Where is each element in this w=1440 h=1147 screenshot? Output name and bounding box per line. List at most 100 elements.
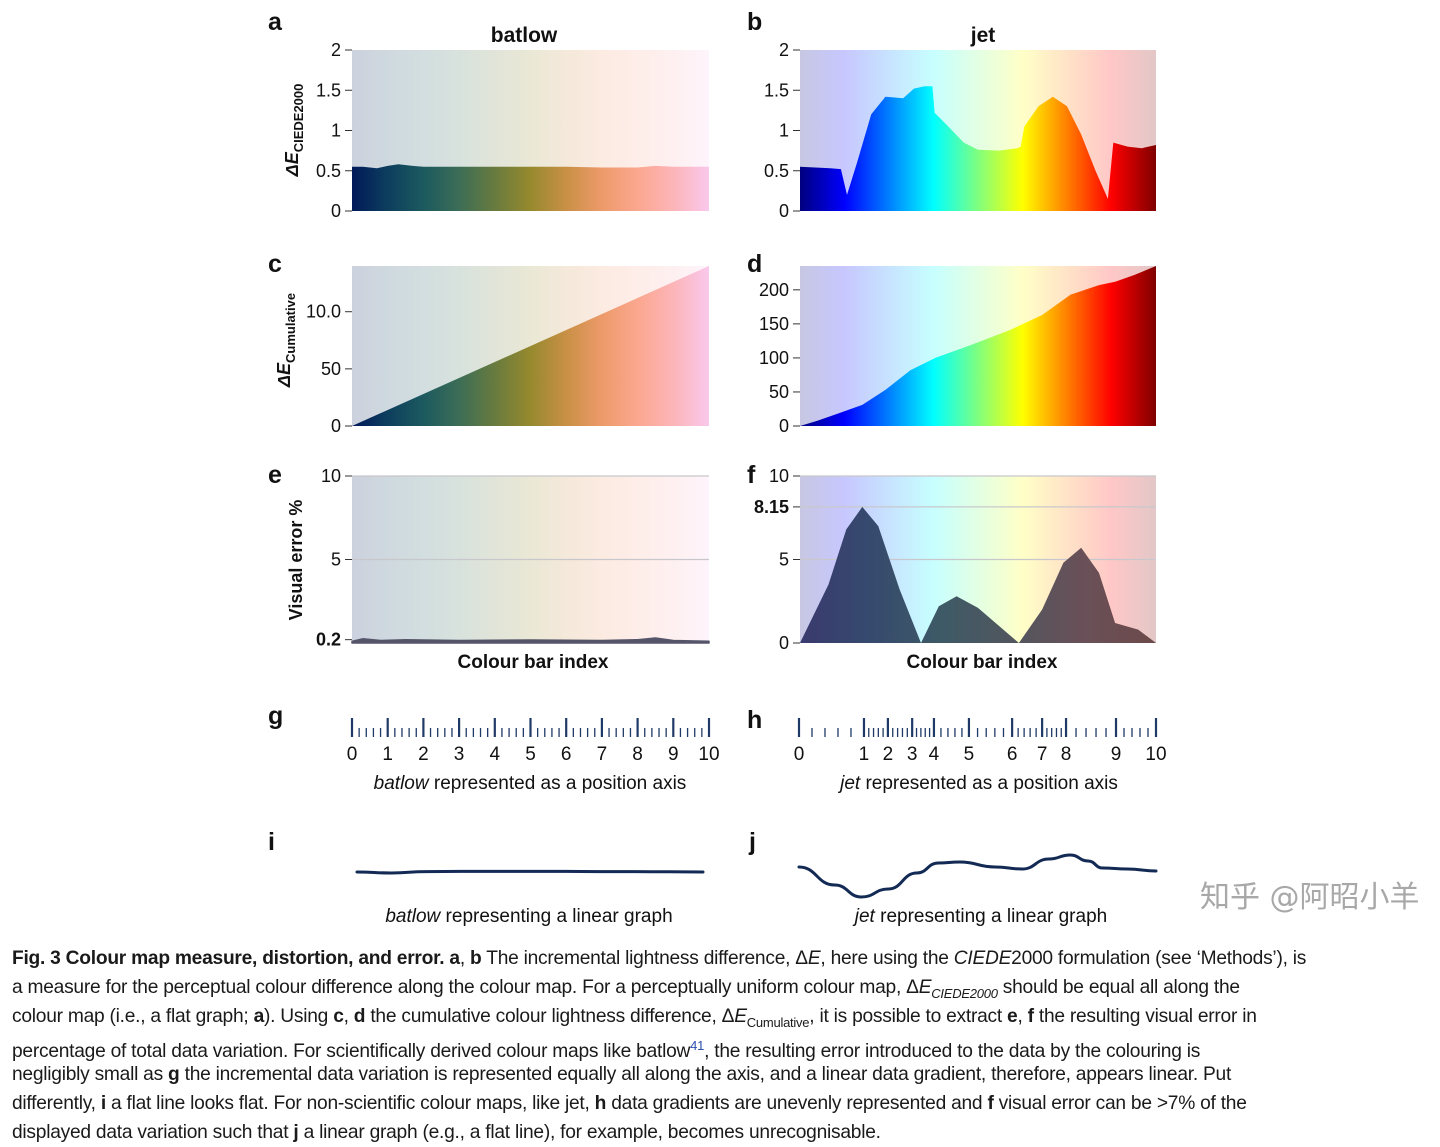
caption-line: a measure for the perceptual colour diff… <box>12 973 1432 1002</box>
axis-tick-label: 8 <box>632 744 643 765</box>
caption-text: a measure for the perceptual colour diff… <box>12 977 919 998</box>
y-tick-label: 0 <box>779 201 789 221</box>
column-title-jet: jet <box>970 24 996 47</box>
caption-text: the resulting visual error in <box>1033 1006 1257 1027</box>
caption-text: j <box>293 1122 299 1143</box>
panel-letter-d: d <box>747 250 762 278</box>
caption-line: colour map (i.e., a flat graph; a). Usin… <box>12 1002 1432 1031</box>
axis-tick-label: 6 <box>561 744 572 765</box>
caption-text: the incremental data variation is repres… <box>179 1064 1232 1085</box>
y-tick-label: 5 <box>331 550 341 570</box>
panel-e-area <box>351 637 710 644</box>
axis-tick-label: 10 <box>698 744 719 765</box>
axis-tick-label: 3 <box>454 744 465 765</box>
caption-text: ). Using <box>263 1006 334 1027</box>
j-caption: jet representing a linear graph <box>852 906 1107 927</box>
panel-letter-a: a <box>268 8 283 36</box>
panel-letter-e: e <box>268 461 282 489</box>
caption-text: f <box>1027 1006 1034 1027</box>
caption-text: c <box>333 1006 344 1027</box>
caption-line: Fig. 3 Colour map measure, distortion, a… <box>12 944 1432 973</box>
caption-text: should be equal all along the <box>997 977 1240 998</box>
y-tick-label: 100 <box>759 348 789 368</box>
caption-text: displayed data variation such that <box>12 1122 294 1143</box>
caption-line: percentage of total data variation. For … <box>12 1031 1432 1062</box>
caption-text: visual error can be >7% of the <box>993 1093 1247 1114</box>
x-axis-title-f: Colour bar index <box>907 652 1058 673</box>
axis-tick-label: 1 <box>859 744 870 765</box>
caption-text: a linear graph (e.g., a flat line), for … <box>298 1122 881 1143</box>
caption-text: a flat line looks flat. For non-scientif… <box>105 1093 595 1114</box>
panel-j-line <box>797 853 1158 899</box>
caption-text: percentage of total data variation. For … <box>12 1041 691 1062</box>
caption-text: colour map (i.e., a flat graph; <box>12 1006 254 1027</box>
watermark: 知乎 @阿昭小羊 <box>1200 880 1420 915</box>
panel-b-area <box>800 86 1156 211</box>
axis-tick-label: 8 <box>1061 744 1072 765</box>
caption-text: i <box>100 1093 106 1114</box>
panel-i-line <box>355 869 705 875</box>
caption-text: f <box>987 1093 994 1114</box>
y-tick-label: 0 <box>331 416 341 436</box>
y-tick-label: 1 <box>779 121 789 141</box>
caption-text: 2000 formulation (see ‘Methods’), is <box>1011 948 1307 969</box>
caption-text: g <box>168 1064 180 1085</box>
column-title-batlow: batlow <box>491 24 558 47</box>
caption-text: e <box>1007 1006 1018 1027</box>
panel-d-area <box>800 266 1156 426</box>
y-tick-label: 10 <box>321 466 341 486</box>
caption-text: Cumulative <box>746 1015 810 1030</box>
axis-tick-label: 4 <box>929 744 940 765</box>
caption-text: h <box>594 1093 607 1114</box>
axis-tick-label: 2 <box>883 744 894 765</box>
axis-tick-label: 9 <box>668 744 679 765</box>
caption-text: , here using the <box>820 948 954 969</box>
caption-text: The incremental lightness difference, Δ <box>481 948 808 969</box>
y-tick-label: 1 <box>331 121 341 141</box>
axis-tick-label: 0 <box>347 744 358 765</box>
caption-text: CIEDE <box>953 948 1012 969</box>
y-tick-label: 5 <box>779 550 789 570</box>
caption-text: , <box>343 1006 354 1027</box>
y-tick-label: 0 <box>779 633 789 653</box>
panel-letter-b: b <box>747 8 762 36</box>
caption-text: d <box>353 1006 366 1027</box>
y-axis-title-visual-error: Visual error % <box>286 500 306 621</box>
axis-tick-label: 4 <box>490 744 501 765</box>
caption-text: Fig. 3 Colour map measure, distortion, a… <box>12 948 460 969</box>
axis-tick-label: 5 <box>525 744 536 765</box>
figure-caption: Fig. 3 Colour map measure, distortion, a… <box>12 944 1432 1147</box>
y-tick-label: 0.5 <box>316 161 341 181</box>
citation-link[interactable]: 41 <box>690 1038 705 1053</box>
caption-text: , <box>1017 1006 1028 1027</box>
panel-letter-f: f <box>747 461 756 489</box>
y-tick-label: 50 <box>321 359 341 379</box>
caption-text: differently, <box>12 1093 101 1114</box>
x-axis-title-e: Colour bar index <box>458 652 609 673</box>
panel-a-area <box>352 164 709 211</box>
panel-c-area <box>352 266 709 426</box>
y-axis-title-delta-e: ΔECIEDE2000 <box>282 84 306 178</box>
y-tick-label: 2 <box>331 40 341 60</box>
h-caption: jet represented as a position axis <box>837 773 1118 794</box>
axis-tick-label: 9 <box>1111 744 1122 765</box>
panel-letter-c: c <box>268 250 282 278</box>
caption-text: E <box>807 948 821 969</box>
axis-tick-label: 6 <box>1007 744 1018 765</box>
caption-line: negligibly small as g the incremental da… <box>12 1060 1432 1089</box>
caption-text: the cumulative colour lightness differen… <box>365 1006 735 1027</box>
y-tick-label: 200 <box>759 280 789 300</box>
figure-3: batlow jet a b c d e f g h i j ΔECIEDE20… <box>268 8 1167 927</box>
g-caption: batlow represented as a position axis <box>374 773 687 794</box>
y-tick-label: 0 <box>331 201 341 221</box>
y-tick-label: 1.5 <box>764 80 789 100</box>
caption-text: , <box>459 948 471 969</box>
axis-tick-label: 0 <box>794 744 805 765</box>
y-tick-label: 8.15 <box>754 497 789 517</box>
panel-f-area <box>800 506 1156 643</box>
caption-text: a <box>253 1006 265 1027</box>
caption-line: displayed data variation such that j a l… <box>12 1118 1432 1147</box>
caption-text: negligibly small as <box>12 1064 169 1085</box>
axis-tick-label: 2 <box>418 744 429 765</box>
y-tick-label: 0.5 <box>764 161 789 181</box>
